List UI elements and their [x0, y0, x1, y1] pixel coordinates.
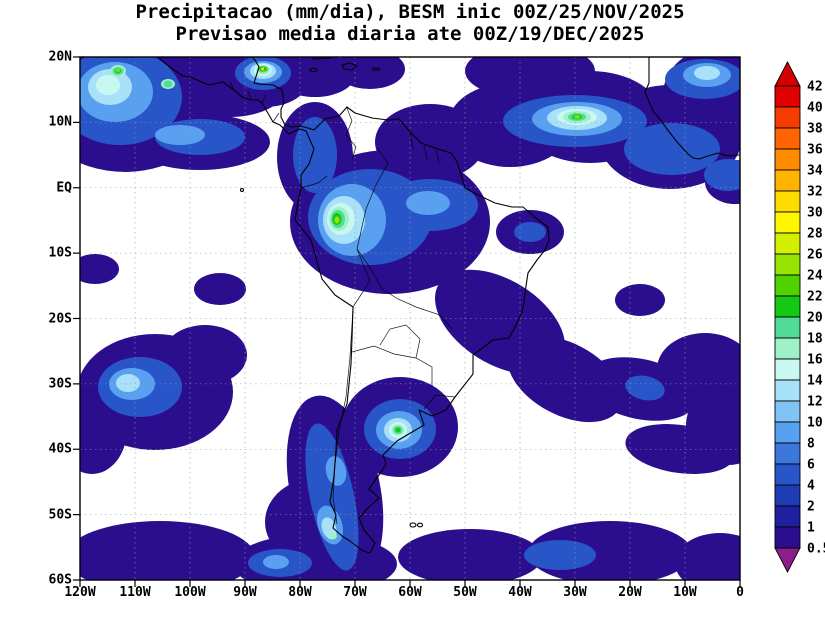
lat-tick-label: 40S — [48, 441, 72, 457]
colorbar-segment — [774, 337, 801, 360]
colorbar-label: 4 — [807, 479, 815, 494]
colorbar-label: 28 — [807, 227, 823, 242]
colorbar-segment — [774, 253, 801, 276]
colorbar-segment — [774, 106, 801, 129]
precip-level-high-shapes — [262, 67, 266, 71]
colorbar-segment — [774, 127, 801, 150]
colorbar-label: 34 — [807, 164, 823, 179]
colorbar-label: 18 — [807, 332, 823, 347]
lon-tick-label: 50W — [453, 585, 477, 600]
colorbar-label: 22 — [807, 290, 823, 305]
colorbar-under-triangle — [774, 547, 801, 573]
lon-tick-label: 20W — [618, 585, 642, 600]
colorbar-label: 2 — [807, 500, 815, 515]
grid-lines — [80, 57, 740, 580]
lon-tick-label: 0 — [736, 585, 744, 600]
colorbar-segment — [774, 421, 801, 444]
colorbar-label: 8 — [807, 437, 815, 452]
lon-tick-label: 30W — [563, 585, 587, 600]
colorbar-segment — [774, 295, 801, 318]
colorbar-label: 6 — [807, 458, 815, 473]
colorbar-segment — [774, 148, 801, 171]
colorbar-segment — [774, 526, 801, 549]
lat-tick-label: 20S — [48, 311, 72, 326]
lat-tick-label: EQ — [56, 180, 72, 196]
lat-tick-label: 10N — [48, 114, 72, 130]
colorbar-segment — [774, 232, 801, 255]
colorbar-segment — [774, 211, 801, 234]
colorbar-segment — [774, 316, 801, 339]
colorbar-segment — [774, 274, 801, 297]
colorbar-segment — [774, 379, 801, 402]
colorbar-label: 42 — [807, 80, 823, 95]
precip-level-24-shapes — [116, 67, 580, 224]
lon-tick-label: 60W — [398, 585, 422, 600]
chart-title: Precipitacao (mm/dia), BESM inic 00Z/25/… — [135, 1, 685, 23]
colorbar-label: 24 — [807, 269, 823, 284]
colorbar-label: 16 — [807, 353, 823, 368]
coastlines — [158, 57, 740, 554]
lon-tick-label: 80W — [288, 585, 312, 600]
colorbar-label: 26 — [807, 248, 823, 263]
longitude-axis: 120W 110W 100W 90W 80W 70W 60W 50W 40W 30W 20W 10W 0 — [64, 585, 744, 601]
lon-tick-label: 70W — [343, 585, 367, 600]
latitude-axis: 20N 10N EQ 10S 20S 30S 40S 50S 60S — [26, 50, 76, 588]
lat-tick-label: 20N — [48, 49, 72, 65]
colorbar-label: 10 — [807, 416, 823, 431]
lon-tick-label: 90W — [233, 585, 257, 600]
lon-tick-label: 120W — [64, 585, 96, 600]
colorbar-label: 30 — [807, 206, 823, 221]
precipitation-map — [73, 56, 741, 587]
colorbar-label: 14 — [807, 374, 823, 389]
colorbar-segment — [774, 358, 801, 381]
colorbar-legend: 4240383634323028262422201816141210864210… — [774, 61, 825, 573]
colorbar-label: 20 — [807, 311, 823, 326]
lat-tick-label: 50S — [48, 507, 72, 523]
lon-tick-label: 10W — [673, 585, 697, 600]
colorbar-label: 36 — [807, 143, 823, 158]
colorbar-label: 12 — [807, 395, 823, 410]
colorbar-segment — [774, 505, 801, 528]
colorbar-segment — [774, 85, 801, 108]
colorbar-segment — [774, 442, 801, 465]
lon-tick-label: 110W — [119, 585, 151, 600]
lat-tick-label: 60S — [48, 572, 72, 588]
country-borders — [229, 81, 456, 525]
colorbar-label: 38 — [807, 122, 823, 137]
colorbar-over-triangle — [774, 61, 801, 87]
lon-tick-label: 100W — [174, 585, 206, 600]
lat-tick-label: 10S — [48, 245, 72, 261]
colorbar-label: 32 — [807, 185, 823, 200]
colorbar-segment — [774, 169, 801, 192]
lat-tick-label: 30S — [48, 376, 72, 392]
colorbar-segment — [774, 190, 801, 213]
precip-shading — [80, 57, 740, 580]
colorbar-segment — [774, 463, 801, 486]
colorbar-segment — [774, 400, 801, 423]
lon-tick-label: 40W — [508, 585, 532, 600]
colorbar-label: 1 — [807, 521, 815, 536]
colorbar-segment — [774, 484, 801, 507]
chart-subtitle: Previsao media diaria ate 00Z/19/DEC/202… — [175, 23, 645, 45]
colorbar-label: 40 — [807, 101, 823, 116]
colorbar-label: 0.5 — [807, 542, 825, 557]
axis-ticks — [73, 56, 741, 587]
